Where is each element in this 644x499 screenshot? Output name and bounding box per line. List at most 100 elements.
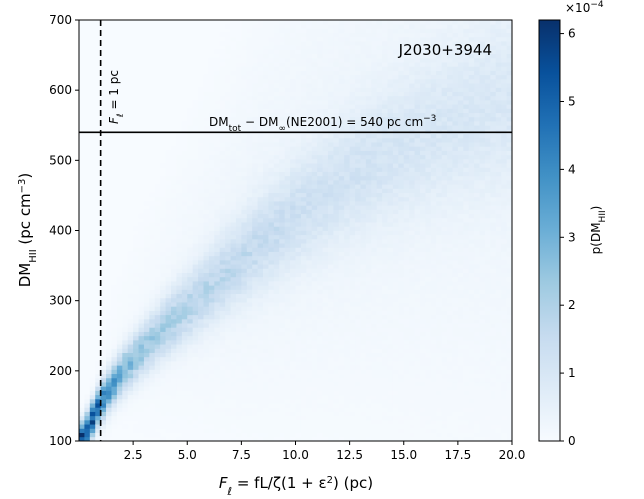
heatmap-cell [323,24,329,29]
heatmap-cell [247,247,253,252]
heatmap-cell [312,100,318,105]
heatmap-cell [139,277,145,282]
heatmap-cell [312,243,318,248]
heatmap-cell [209,399,215,404]
heatmap-cell [263,315,269,320]
heatmap-cell [404,399,410,404]
heatmap-cell [111,319,117,324]
heatmap-cell [350,96,356,101]
heatmap-cell [312,197,318,202]
heatmap-cell [382,353,388,358]
heatmap-cell [371,222,377,227]
heatmap-cell [106,332,112,337]
heatmap-cell [225,412,231,417]
heatmap-cell [198,315,204,320]
heatmap-cell [296,239,302,244]
heatmap-cell [203,428,209,433]
heatmap-cell [388,184,394,189]
heatmap-cell [398,167,404,172]
heatmap-cell [328,395,334,400]
heatmap-cell [268,252,274,257]
heatmap-cell [339,49,345,54]
heatmap-cell [382,306,388,311]
heatmap-cell [225,92,231,97]
heatmap-cell [176,306,182,311]
heatmap-cell [160,294,166,299]
heatmap-cell [306,193,312,198]
heatmap-cell [252,239,258,244]
heatmap-cell [328,20,334,25]
heatmap-cell [84,433,90,438]
heatmap-cell [203,231,209,236]
heatmap-cell [160,176,166,181]
heatmap-cell [203,218,209,223]
heatmap-cell [339,315,345,320]
heatmap-cell [355,108,361,113]
heatmap-cell [279,361,285,366]
heatmap-cell [117,281,123,286]
heatmap-cell [279,37,285,42]
heatmap-cell [171,209,177,214]
heatmap-cell [333,327,339,332]
heatmap-cell [198,159,204,164]
heatmap-cell [176,142,182,147]
heatmap-cell [290,289,296,294]
heatmap-cell [409,332,415,337]
heatmap-cell [301,395,307,400]
heatmap-cell [290,243,296,248]
heatmap-cell [290,172,296,177]
heatmap-cell [323,386,329,391]
heatmap-cell [290,104,296,109]
heatmap-cell [263,96,269,101]
heatmap-cell [301,247,307,252]
heatmap-cell [317,399,323,404]
heatmap-cell [388,33,394,38]
heatmap-cell [231,382,237,387]
heatmap-cell [344,399,350,404]
heatmap-cell [317,28,323,33]
heatmap-cell [312,336,318,341]
heatmap-cell [139,395,145,400]
heatmap-cell [404,424,410,429]
heatmap-cell [122,264,128,269]
heatmap-cell [274,176,280,181]
heatmap-cell [171,294,177,299]
heatmap-cell [209,264,215,269]
heatmap-cell [263,24,269,29]
heatmap-cell [182,420,188,425]
heatmap-cell [339,433,345,438]
heatmap-cell [268,218,274,223]
heatmap-cell [409,24,415,29]
heatmap-cell [214,176,220,181]
heatmap-cell [360,412,366,417]
heatmap-cell [296,348,302,353]
heatmap-cell [371,268,377,273]
heatmap-cell [79,416,85,421]
heatmap-cell [225,315,231,320]
heatmap-cell [366,365,372,370]
heatmap-cell [241,151,247,156]
heatmap-cell [155,231,161,236]
heatmap-cell [214,100,220,105]
heatmap-cell [355,188,361,193]
heatmap-cell [139,222,145,227]
heatmap-cell [350,62,356,67]
heatmap-cell [214,134,220,139]
heatmap-cell [128,374,134,379]
heatmap-cell [268,315,274,320]
heatmap-cell [317,281,323,286]
heatmap-cell [306,260,312,265]
heatmap-cell [306,45,312,50]
heatmap-cell [317,365,323,370]
heatmap-cell [306,247,312,252]
heatmap-cell [111,315,117,320]
heatmap-cell [409,268,415,273]
heatmap-cell [263,108,269,113]
heatmap-cell [317,428,323,433]
heatmap-cell [382,205,388,210]
heatmap-cell [377,348,383,353]
heatmap-cell [144,256,150,261]
heatmap-cell [182,159,188,164]
heatmap-cell [155,399,161,404]
heatmap-cell [193,281,199,286]
